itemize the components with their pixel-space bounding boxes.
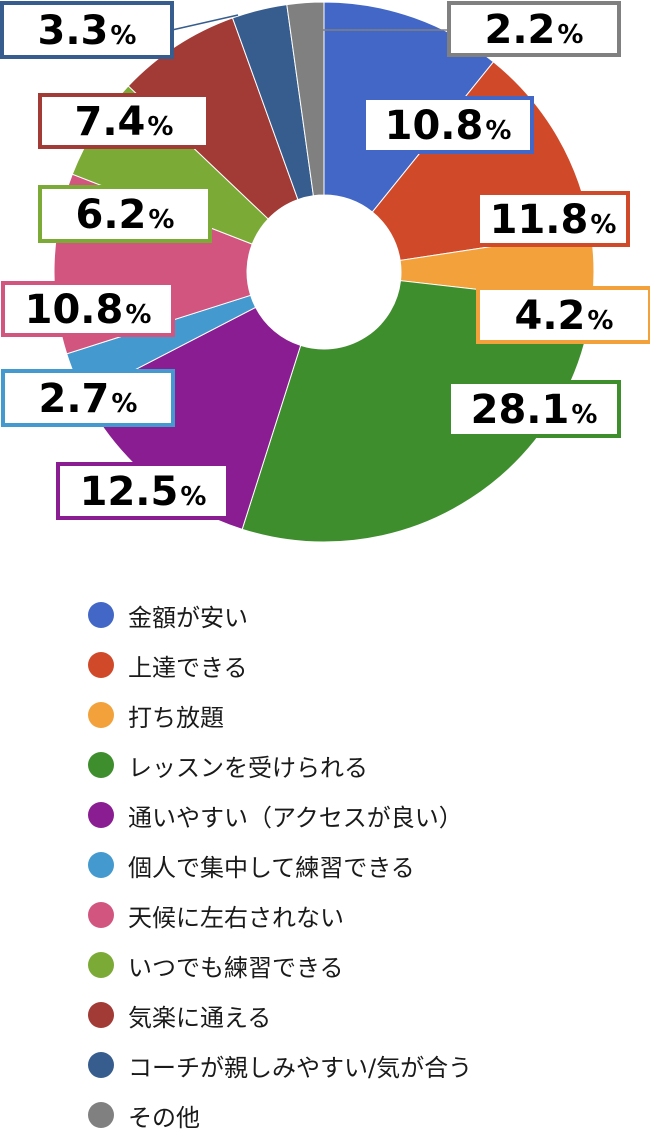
legend-swatch xyxy=(88,1052,114,1078)
data-label-value: 2.2 xyxy=(485,7,556,53)
data-label-percent: % xyxy=(587,306,613,336)
data-label-percent: % xyxy=(485,116,511,146)
legend-item: 個人で集中して練習できる xyxy=(88,840,472,890)
data-label-value: 6.2 xyxy=(76,192,147,238)
data-label-value: 28.1 xyxy=(471,387,570,433)
legend-item: その他 xyxy=(88,1090,472,1140)
data-label-text: 7.4% xyxy=(75,99,174,145)
legend-item: いつでも練習できる xyxy=(88,940,472,990)
data-label-percent: % xyxy=(148,205,174,235)
legend-label: いつでも練習できる xyxy=(128,953,344,982)
data-label-box xyxy=(0,1,174,59)
legend-swatch xyxy=(88,852,114,878)
data-label-percent: % xyxy=(111,389,137,419)
data-label-box xyxy=(1,281,175,337)
legend-label: 通いやすい（アクセスが良い） xyxy=(128,803,463,832)
data-label-box xyxy=(447,380,621,438)
legend-item: 金額が安い xyxy=(88,590,472,640)
legend-label: 金額が安い xyxy=(128,603,248,632)
legend-item: 上達できる xyxy=(88,640,472,690)
legend-swatch xyxy=(88,1102,114,1128)
legend-item: 通いやすい（アクセスが良い） xyxy=(88,790,472,840)
data-label: 7.4% xyxy=(38,93,210,149)
legend-item: 打ち放題 xyxy=(88,690,472,740)
data-label-box xyxy=(362,96,534,154)
data-label-percent: % xyxy=(180,482,206,512)
legend-swatch xyxy=(88,602,114,628)
leader-lines-layer xyxy=(171,14,449,31)
data-label-percent: % xyxy=(590,210,616,240)
data-label-value: 4.2 xyxy=(515,293,586,339)
data-label-percent: % xyxy=(147,112,173,142)
pie-slice xyxy=(286,1,325,197)
legend-item: レッスンを受けられる xyxy=(88,740,472,790)
data-label-box xyxy=(38,93,210,149)
data-label-box xyxy=(447,1,621,57)
data-label-value: 3.3 xyxy=(38,8,109,54)
data-label: 4.2% xyxy=(476,286,650,344)
data-label-text: 28.1% xyxy=(471,387,598,433)
data-label-value: 11.8 xyxy=(490,197,589,243)
pie-slice xyxy=(127,17,299,220)
data-label-value: 12.5 xyxy=(80,469,179,515)
data-label-box xyxy=(476,191,630,247)
data-label: 10.8% xyxy=(362,96,534,154)
data-label: 6.2% xyxy=(38,185,212,243)
data-label-percent: % xyxy=(557,20,583,50)
data-label-value: 2.7 xyxy=(39,376,110,422)
data-label-text: 11.8% xyxy=(490,197,617,243)
legend-item: 気楽に通える xyxy=(88,990,472,1040)
data-label-text: 10.8% xyxy=(385,103,512,149)
data-label-box xyxy=(476,286,650,344)
data-label-box xyxy=(1,369,175,427)
legend-swatch xyxy=(88,802,114,828)
data-label: 11.8% xyxy=(476,191,630,247)
legend-swatch xyxy=(88,902,114,928)
data-label-value: 7.4 xyxy=(75,99,146,145)
data-label-text: 6.2% xyxy=(76,192,175,238)
legend: 金額が安い上達できる打ち放題レッスンを受けられる通いやすい（アクセスが良い） 個人… xyxy=(88,590,472,1140)
donut-chart: 10.8%11.8%4.2%28.1%12.5%2.7%10.8%6.2%7.4… xyxy=(0,1,650,543)
data-label: 28.1% xyxy=(447,380,621,438)
data-label-text: 10.8% xyxy=(25,287,152,333)
data-label: 3.3% xyxy=(0,1,174,59)
data-label: 10.8% xyxy=(1,281,175,337)
leader-line xyxy=(171,14,239,31)
data-label-text: 2.2% xyxy=(485,7,584,53)
legend-label: 上達できる xyxy=(128,653,248,682)
data-labels-layer: 10.8%11.8%4.2%28.1%12.5%2.7%10.8%6.2%7.4… xyxy=(0,1,650,520)
legend-label: 天候に左右されない xyxy=(128,903,344,932)
data-label-box xyxy=(38,185,212,243)
data-label-box xyxy=(56,462,230,520)
data-label-text: 3.3% xyxy=(38,8,137,54)
legend-label: 個人で集中して練習できる xyxy=(128,853,415,882)
legend-label: 打ち放題 xyxy=(128,703,224,732)
legend-label: コーチが親しみやすい/気が合う xyxy=(128,1053,473,1082)
legend-item: コーチが親しみやすい/気が合う xyxy=(88,1040,472,1090)
data-label-value: 10.8 xyxy=(25,287,124,333)
data-label-text: 12.5% xyxy=(80,469,207,515)
legend-swatch xyxy=(88,952,114,978)
data-label-text: 2.7% xyxy=(39,376,138,422)
legend-item: 天候に左右されない xyxy=(88,890,472,940)
legend-swatch xyxy=(88,752,114,778)
data-label-percent: % xyxy=(125,300,151,330)
legend-label: その他 xyxy=(128,1103,200,1132)
legend-swatch xyxy=(88,1002,114,1028)
data-label: 2.7% xyxy=(1,369,175,427)
slices-layer xyxy=(53,1,595,543)
legend-swatch xyxy=(88,702,114,728)
legend-label: 気楽に通える xyxy=(128,1003,272,1032)
data-label: 2.2% xyxy=(447,1,621,57)
data-label: 12.5% xyxy=(56,462,230,520)
legend-swatch xyxy=(88,652,114,678)
legend-label: レッスンを受けられる xyxy=(128,753,368,782)
data-label-percent: % xyxy=(110,21,136,51)
data-label-percent: % xyxy=(571,400,597,430)
data-label-value: 10.8 xyxy=(385,103,484,149)
data-label-text: 4.2% xyxy=(515,293,614,339)
